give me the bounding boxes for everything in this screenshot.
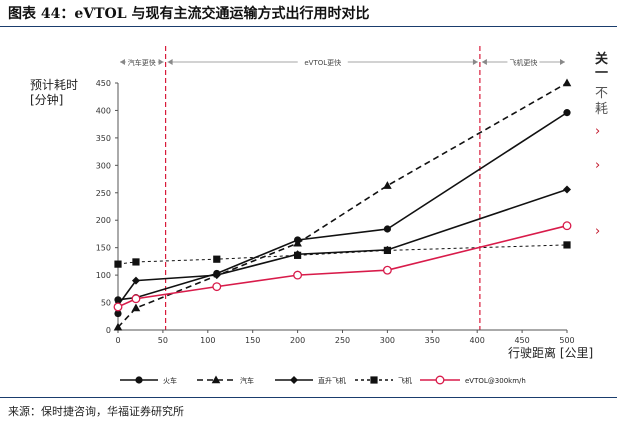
region-arrowhead-left: [481, 59, 487, 65]
x-tick-label: 50: [158, 336, 168, 345]
series-1: [113, 78, 572, 331]
region-label: 飞机更快: [509, 58, 537, 67]
data-point: [212, 271, 221, 280]
frag-3: 耗: [595, 102, 609, 117]
series-line: [117, 111, 568, 314]
data-point: [383, 181, 392, 189]
region-label: eVTOL更快: [304, 58, 341, 67]
y-tick-label: 200: [96, 216, 111, 225]
frag-4: ›: [595, 124, 601, 139]
region-annotations: 汽车更快 eVTOL更快 飞机更快: [120, 46, 565, 330]
y-tick-label: 300: [96, 161, 111, 170]
data-point: [563, 241, 571, 249]
y-tick-label: 250: [96, 189, 111, 198]
y-axis-label-line1: 预计耗时: [30, 78, 78, 92]
data-point: [383, 225, 391, 233]
axis-ticks: 0 50 100 150 200 250 300 350 400 450 0 50 100 150 200 2…: [96, 79, 575, 345]
series-line: [117, 188, 568, 306]
series-line: [117, 244, 568, 265]
x-axis-label: 行驶距离 [公里]: [508, 345, 593, 360]
y-tick-label: 0: [106, 326, 111, 335]
x-tick-label: 350: [425, 336, 440, 345]
data-point: [212, 282, 222, 292]
y-tick-label: 400: [96, 106, 111, 115]
data-point: [114, 260, 122, 268]
y-tick-label: 100: [96, 271, 111, 280]
legend-label: 汽车: [240, 376, 254, 385]
data-point: [113, 302, 123, 312]
data-point: [132, 258, 140, 266]
data-point: [294, 251, 302, 259]
data-point: [213, 255, 221, 263]
y-tick-label: 350: [96, 134, 111, 143]
frag-0: 关: [595, 52, 609, 67]
y-tick-label: 150: [96, 244, 111, 253]
data-point: [562, 78, 572, 87]
series-line: [117, 224, 568, 308]
data-point: [113, 322, 123, 331]
legend-label: 飞机: [398, 376, 412, 385]
figure-title: 图表 44：eVTOL 与现有主流交通运输方式出行用时对比: [8, 6, 370, 22]
x-tick-label: 100: [200, 336, 215, 345]
legend-marker: [370, 376, 378, 384]
legend-label: eVTOL@300km/h: [465, 377, 526, 385]
series-4: [113, 221, 572, 312]
x-tick-label: 250: [335, 336, 350, 345]
data-point: [131, 294, 141, 304]
legend-marker: [135, 376, 143, 384]
region-arrowhead-left: [120, 59, 125, 65]
data-point: [131, 303, 141, 312]
data-point: [562, 221, 572, 231]
series-0: [114, 109, 571, 318]
data-point: [293, 270, 303, 280]
frag-1: 一: [595, 66, 609, 81]
x-tick-label: 400: [470, 336, 485, 345]
legend-marker: [211, 375, 221, 384]
x-tick-label: 0: [115, 336, 120, 345]
source-note: 来源：保时捷咨询，华福证券研究所: [8, 405, 184, 418]
y-tick-label: 450: [96, 79, 111, 88]
y-axis-label-line2: [分钟]: [30, 92, 63, 107]
chart-axes: [117, 83, 567, 331]
data-point: [382, 265, 392, 275]
legend-label: 火车: [163, 376, 177, 385]
footer-rule: [0, 397, 617, 398]
region-arrowhead-right: [560, 59, 565, 65]
legend: 火车 汽车 直升飞机 飞机 eVTOL@300km/h: [120, 375, 526, 385]
title-rule: [0, 26, 617, 27]
x-tick-label: 200: [290, 336, 305, 345]
x-tick-label: 150: [245, 336, 260, 345]
region-arrowhead-right: [472, 59, 478, 65]
series-3: [114, 241, 571, 268]
region-arrowhead-right: [158, 59, 164, 65]
cropped-side-text: 关 一 不 耗 › › ›: [595, 50, 617, 242]
legend-marker: [290, 376, 298, 384]
legend-marker: [435, 375, 445, 385]
x-tick-label: 300: [380, 336, 395, 345]
x-tick-label: 450: [514, 336, 529, 345]
y-tick-label: 50: [101, 299, 111, 308]
frag-6: ›: [595, 224, 601, 239]
data-point: [131, 276, 140, 285]
data-point: [293, 238, 302, 247]
frag-2: 不: [595, 86, 609, 101]
data-point: [563, 185, 571, 194]
data-point: [383, 246, 391, 255]
frag-5: ›: [595, 158, 601, 173]
data-series: [113, 78, 572, 331]
region-label: 汽车更快: [128, 58, 156, 67]
data-point: [114, 309, 122, 318]
x-tick-label: 500: [559, 336, 574, 345]
region-arrowhead-left: [167, 59, 173, 65]
legend-label: 直升飞机: [318, 376, 346, 385]
data-point: [563, 109, 571, 117]
